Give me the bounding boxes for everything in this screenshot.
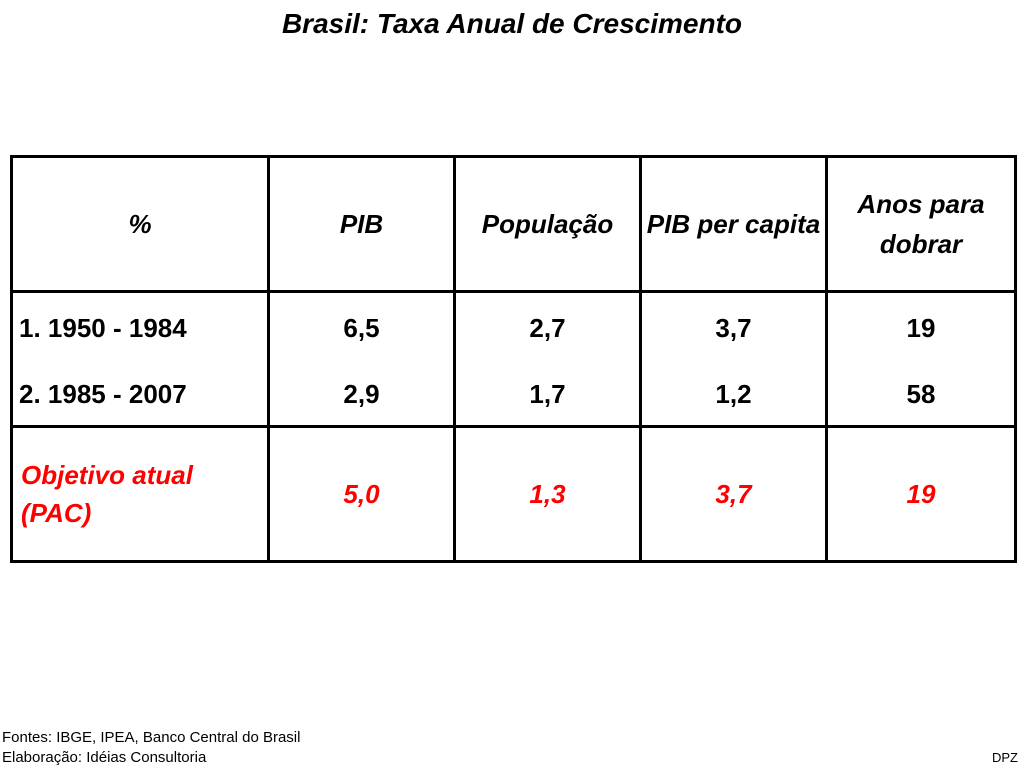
goal-row-label: Objetivo atual (PAC) [10,426,270,563]
cell-anos-para-dobrar: 19 [825,291,1017,363]
cell-pib-per-capita: 3,7 [639,291,828,363]
goal-label-text: Objetivo atual (PAC) [21,460,193,528]
slide-title: Brasil: Taxa Anual de Crescimento [281,8,743,39]
header-percent: % [10,155,270,293]
credit-text: DPZ [992,750,1018,765]
growth-table: % PIB População PIB per capita Anos para… [10,155,1017,563]
sources-text: Fontes: IBGE, IPEA, Banco Central do Bra… [2,729,301,746]
goal-cell-pib: 5,0 [267,426,456,563]
footer-sources-block: Fontes: IBGE, IPEA, Banco Central do Bra… [2,728,300,768]
cell-anos-para-dobrar: 58 [825,363,1017,428]
elaboration-text: Elaboração: Idéias Consultoria [2,749,207,766]
table-header-row: % PIB População PIB per capita Anos para… [10,155,1017,293]
header-populacao: População [453,155,642,293]
cell-pib: 6,5 [267,291,456,363]
row-label: 1. 1950 - 1984 [10,291,270,363]
row-label: 2. 1985 - 2007 [10,363,270,428]
table-row: 2. 1985 - 2007 2,9 1,7 1,2 58 [10,363,1017,428]
cell-populacao: 1,7 [453,363,642,428]
goal-cell-populacao: 1,3 [453,426,642,563]
cell-populacao: 2,7 [453,291,642,363]
table-row: 1. 1950 - 1984 6,5 2,7 3,7 19 [10,291,1017,363]
header-anos-para-dobrar: Anos para dobrar [825,155,1017,293]
goal-cell-pib-per-capita: 3,7 [639,426,828,563]
goal-cell-anos-para-dobrar: 19 [825,426,1017,563]
header-pib: PIB [267,155,456,293]
goal-row: Objetivo atual (PAC) 5,0 1,3 3,7 19 [10,426,1017,563]
cell-pib-per-capita: 1,2 [639,363,828,428]
header-pib-per-capita: PIB per capita [639,155,828,293]
cell-pib: 2,9 [267,363,456,428]
